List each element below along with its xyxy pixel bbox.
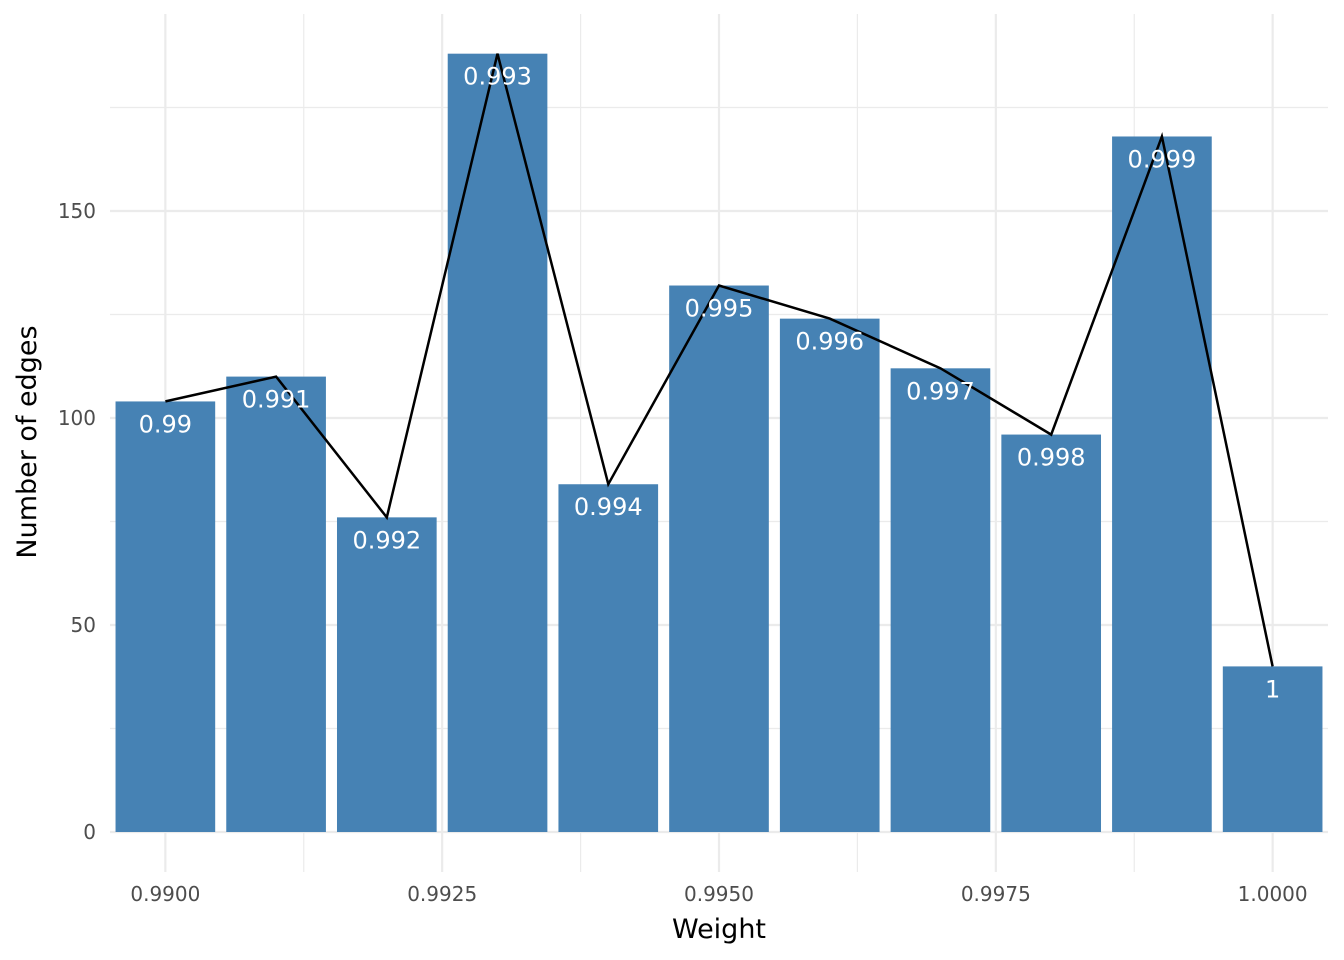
bar-labels: 0.99 0.991 0.992 0.993 0.994 0.995 0.996 0.997 0… <box>139 63 1281 704</box>
x-tick-label: 0.9975 <box>961 882 1031 906</box>
bar-value-label: 0.992 <box>352 526 421 554</box>
y-tick-label: 50 <box>71 613 96 637</box>
bar-value-label: 0.99 <box>139 410 192 438</box>
x-tick-label: 0.9925 <box>407 882 477 906</box>
bar <box>1001 434 1102 832</box>
x-tick-label: 0.9900 <box>130 882 200 906</box>
overlay-line <box>165 53 1274 667</box>
y-tick-labels: 0 50 100 150 <box>58 199 96 844</box>
bar-value-label: 0.993 <box>463 63 532 91</box>
x-axis-title: Weight <box>672 914 766 945</box>
bar-value-label: 0.998 <box>1017 444 1086 472</box>
bar <box>558 484 659 832</box>
bar-value-label: 0.994 <box>574 493 643 521</box>
bar-value-label: 0.997 <box>906 377 975 405</box>
y-axis-title: Number of edges <box>12 325 43 558</box>
bar-value-label: 0.991 <box>242 386 311 414</box>
y-tick-label: 100 <box>58 406 96 430</box>
bar <box>447 53 548 833</box>
bar-value-label: 0.999 <box>1128 145 1197 173</box>
bar <box>336 517 437 832</box>
y-tick-label: 150 <box>58 199 96 223</box>
y-tick-label: 0 <box>83 820 96 844</box>
bar-value-label: 0.996 <box>795 328 864 356</box>
bar <box>669 285 769 832</box>
bar <box>890 368 991 832</box>
x-tick-label: 1.0000 <box>1238 882 1308 906</box>
bars <box>115 53 1323 833</box>
bar-value-label: 1 <box>1265 675 1280 703</box>
x-tick-label: 0.9950 <box>684 882 754 906</box>
bar <box>226 376 326 832</box>
x-tick-labels: 0.9900 0.9925 0.9950 0.9975 1.0000 <box>130 882 1307 906</box>
bar-value-label: 0.995 <box>685 295 754 323</box>
bar <box>1222 666 1323 832</box>
bar <box>1112 136 1212 833</box>
bar <box>779 318 880 832</box>
bar <box>115 401 216 832</box>
